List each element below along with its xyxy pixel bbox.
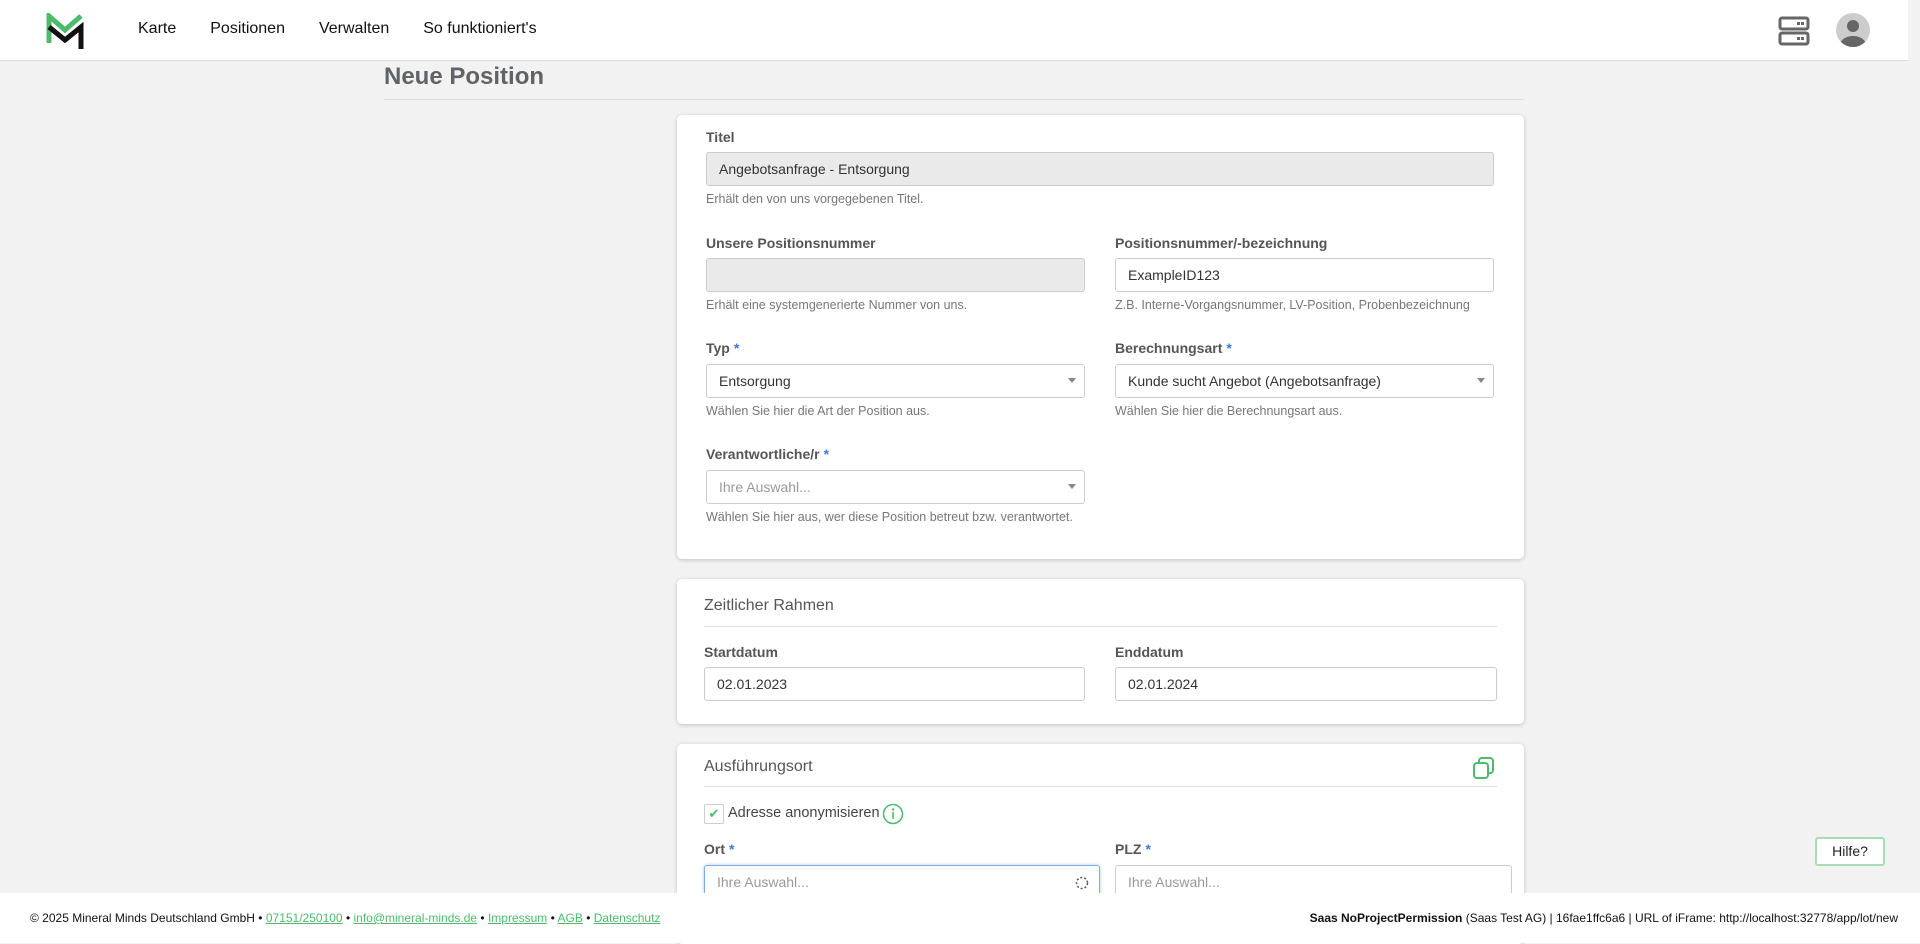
- end-date-input[interactable]: 02.01.2024: [1115, 667, 1497, 701]
- berechnung-select[interactable]: Kunde sucht Angebot (Angebotsanfrage): [1115, 364, 1494, 398]
- verantwortlich-label-text: Verantwortliche/r: [706, 446, 820, 462]
- anonymize-label: Adresse anonymisieren: [728, 805, 880, 821]
- help-bubble-button[interactable]: Hilfe?: [1815, 837, 1885, 866]
- top-navbar: Karte Positionen Verwalten So funktionie…: [0, 0, 1908, 61]
- required-marker: *: [733, 340, 740, 356]
- user-avatar[interactable]: [1836, 13, 1870, 47]
- separator: •: [480, 911, 485, 925]
- pos-nr-label: Positionsnummer/-bezeichnung: [1115, 235, 1328, 251]
- footer-right: Saas NoProjectPermission (Saas Test AG) …: [1310, 911, 1898, 925]
- pos-nr-input[interactable]: ExampleID123: [1115, 258, 1494, 292]
- page-title: Neue Position: [384, 63, 545, 90]
- typ-label: Typ *: [706, 340, 739, 356]
- general-card: Titel Angebotsanfrage - Entsorgung Erhäl…: [677, 115, 1524, 559]
- separator: •: [550, 911, 555, 925]
- info-icon[interactable]: [882, 803, 904, 825]
- unsere-nr-input: [706, 258, 1085, 292]
- ende-label: Enddatum: [1115, 644, 1184, 660]
- unsere-nr-label: Unsere Positionsnummer: [706, 235, 876, 251]
- required-marker: *: [823, 446, 830, 462]
- ort-title: Ausführungsort: [704, 758, 813, 775]
- verantwortlich-label: Verantwortliche/r *: [706, 446, 829, 462]
- typ-label-text: Typ: [706, 340, 730, 356]
- typ-value: Entsorgung: [719, 373, 791, 389]
- agb-link[interactable]: AGB: [557, 911, 583, 925]
- user-name: Saas NoProjectPermission: [1309, 911, 1463, 925]
- section-divider: [704, 626, 1497, 627]
- separator: •: [586, 911, 591, 925]
- email-link[interactable]: info@mineral-minds.de: [353, 911, 478, 925]
- company-name: (Saas Test AG): [1465, 911, 1547, 925]
- datenschutz-link[interactable]: Datenschutz: [593, 911, 661, 925]
- verantwortlich-select[interactable]: Ihre Auswahl...: [706, 470, 1085, 504]
- chevron-down-icon: [1477, 378, 1485, 383]
- required-marker: *: [1145, 841, 1151, 857]
- ort-label-text: Ort: [704, 841, 725, 857]
- ort-placeholder: Ihre Auswahl...: [717, 874, 809, 890]
- typ-select[interactable]: Entsorgung: [706, 364, 1085, 398]
- impressum-link[interactable]: Impressum: [487, 911, 548, 925]
- mineral-minds-logo[interactable]: [46, 13, 84, 49]
- separator: •: [345, 911, 351, 925]
- loading-spinner-icon: [1075, 876, 1089, 890]
- start-label: Startdatum: [704, 644, 778, 660]
- typ-help: Wählen Sie hier die Art der Position aus…: [706, 404, 930, 418]
- nav-verwalten[interactable]: Verwalten: [318, 20, 390, 37]
- berechnung-label: Berechnungsart *: [1115, 340, 1232, 356]
- footer: © 2025 Mineral Minds Deutschland GmbH • …: [0, 893, 1920, 943]
- nav-positionen[interactable]: Positionen: [210, 20, 285, 37]
- build-info: | 16fae1ffc6a6 | URL of iFrame: http://l…: [1549, 911, 1898, 925]
- section-divider: [704, 786, 1497, 787]
- start-date-input[interactable]: 02.01.2023: [704, 667, 1085, 701]
- copy-icon[interactable]: [1472, 756, 1496, 780]
- nav-so-funktionierts[interactable]: So funktioniert's: [423, 20, 537, 37]
- plz-label: PLZ *: [1115, 841, 1151, 857]
- chevron-down-icon: [1068, 484, 1076, 489]
- required-marker: *: [1226, 340, 1232, 356]
- titel-label: Titel: [706, 129, 735, 145]
- server-icon[interactable]: [1778, 16, 1810, 46]
- berechnung-value: Kunde sucht Angebot (Angebotsanfrage): [1128, 373, 1381, 389]
- unsere-nr-help: Erhält eine systemgenerierte Nummer von …: [706, 298, 968, 312]
- zeitlicher-rahmen-card: Zeitlicher Rahmen Startdatum 02.01.2023 …: [677, 579, 1524, 724]
- ort-label: Ort *: [704, 841, 734, 857]
- phone-link[interactable]: 07151/250100: [265, 911, 343, 925]
- titel-help: Erhält den von uns vorgegebenen Titel.: [706, 192, 924, 206]
- chevron-down-icon: [1068, 378, 1076, 383]
- required-marker: *: [729, 841, 735, 857]
- pos-nr-help: Z.B. Interne-Vorgangsnummer, LV-Position…: [1115, 298, 1470, 312]
- berechnung-label-text: Berechnungsart: [1115, 340, 1223, 356]
- zeit-title: Zeitlicher Rahmen: [704, 597, 834, 614]
- titel-input: Angebotsanfrage - Entsorgung: [706, 152, 1494, 186]
- title-divider: [384, 99, 1524, 100]
- berechnung-help: Wählen Sie hier die Berechnungsart aus.: [1115, 404, 1343, 418]
- copyright: © 2025 Mineral Minds Deutschland GmbH: [30, 911, 255, 925]
- plz-placeholder: Ihre Auswahl...: [1128, 874, 1220, 890]
- plz-label-text: PLZ: [1115, 841, 1142, 857]
- nav-karte[interactable]: Karte: [138, 20, 177, 37]
- separator: •: [258, 911, 263, 925]
- verantwortlich-help: Wählen Sie hier aus, wer diese Position …: [706, 510, 1073, 524]
- anonymize-checkbox[interactable]: ✔: [704, 804, 724, 824]
- footer-left: © 2025 Mineral Minds Deutschland GmbH • …: [30, 911, 660, 925]
- verantwortlich-placeholder: Ihre Auswahl...: [719, 479, 811, 495]
